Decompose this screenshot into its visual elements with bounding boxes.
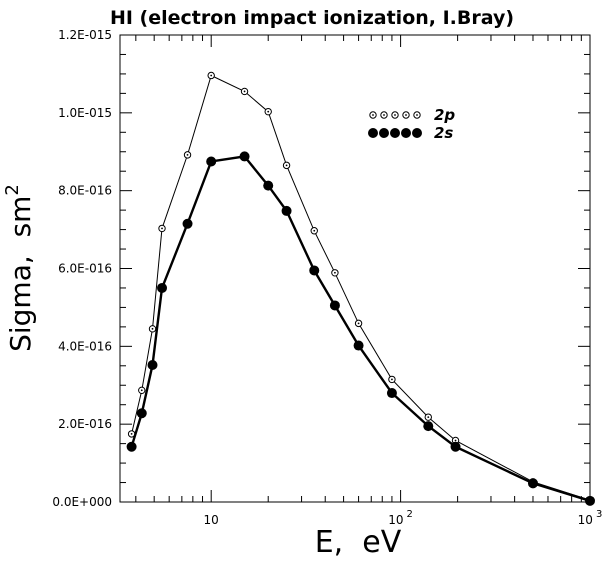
y-tick-label: 4.0E-016 [58, 339, 112, 353]
data-point-2s [157, 282, 168, 293]
data-point-2s [329, 300, 340, 311]
legend-item-2s: 2s [368, 124, 453, 142]
data-point-center-2p [186, 153, 189, 156]
data-point-center-2p [161, 227, 163, 230]
series-layer [126, 71, 595, 506]
x-tick-label-sup: 3 [596, 509, 602, 520]
data-point-2s [423, 421, 434, 432]
data-point-center-2p [334, 271, 336, 274]
y-tick-label: 0.0E+000 [52, 495, 112, 509]
legend-marker-center [394, 114, 396, 116]
data-point-center-2p [140, 389, 143, 392]
data-point-2s [263, 180, 274, 191]
legend-marker [401, 128, 411, 138]
y-tick-label: 1.2E-015 [58, 28, 112, 42]
data-point-2s [206, 156, 217, 167]
data-point-2s [353, 340, 364, 351]
legend-marker [390, 128, 400, 138]
data-point-center-2p [391, 378, 393, 381]
data-point-center-2p [243, 90, 246, 93]
axis-ticks: 0.0E+000 2.0E-016 4.0E-016 6.0E-016 8.0E-016… [52, 28, 602, 527]
y-tick-label: 1.0E-015 [58, 106, 112, 120]
data-point-center-2p [151, 327, 154, 330]
data-point-center-2p [357, 322, 360, 325]
x-tick-label-sup: 2 [407, 509, 413, 520]
x-tick-label: 10 3 [578, 509, 603, 527]
data-point-2s [386, 388, 397, 399]
data-point-center-2p [427, 416, 430, 419]
legend-label-2p: 2p [434, 106, 455, 124]
data-point-center-2p [285, 164, 288, 167]
data-point-2s [147, 360, 158, 371]
data-point-center-2p [454, 439, 457, 442]
data-point-2s [527, 478, 538, 489]
data-point-2s [450, 441, 461, 452]
legend-item-2p: 2p [369, 106, 455, 124]
data-point-2s [281, 205, 292, 216]
data-point-2s [182, 218, 193, 229]
x-tick-label-base: 10 [578, 513, 593, 527]
legend-marker [368, 128, 378, 138]
legend-marker [379, 128, 389, 138]
data-point-2s [239, 151, 250, 162]
x-tick-label-base: 10 [204, 513, 219, 527]
y-tick-label: 8.0E-016 [58, 184, 112, 198]
y-tick-label: 6.0E-016 [58, 262, 112, 276]
data-point-center-2p [313, 229, 316, 232]
chart-title: HI (electron impact ionization, I.Bray) [110, 7, 514, 29]
x-tick-label-base: 10 [388, 513, 403, 527]
data-point-2s [309, 265, 320, 276]
series-2s [126, 151, 595, 506]
x-tick-label: 10 2 [388, 509, 413, 527]
data-point-center-2p [267, 110, 270, 113]
legend-marker-center [416, 114, 418, 116]
legend-label-2s: 2s [434, 124, 453, 142]
x-tick-label: 10 [204, 513, 219, 527]
y-axis-label: Sigma, sm2 [2, 184, 37, 352]
legend-marker-center [372, 114, 374, 116]
legend-marker [412, 128, 422, 138]
data-point-2s [136, 408, 147, 419]
data-point-2s [585, 495, 595, 506]
legend-marker-center [405, 114, 407, 116]
y-axis-label-base: Sigma, sm [4, 196, 37, 352]
data-point-center-2p [210, 74, 213, 77]
y-axis-label-sup: 2 [2, 184, 23, 195]
x-axis-label: E, eV [315, 525, 402, 560]
data-point-center-2p [130, 432, 133, 435]
legend-marker-center [383, 114, 385, 116]
series-2p [127, 71, 594, 504]
y-tick-label: 2.0E-016 [58, 417, 112, 431]
data-point-2s [126, 441, 137, 452]
